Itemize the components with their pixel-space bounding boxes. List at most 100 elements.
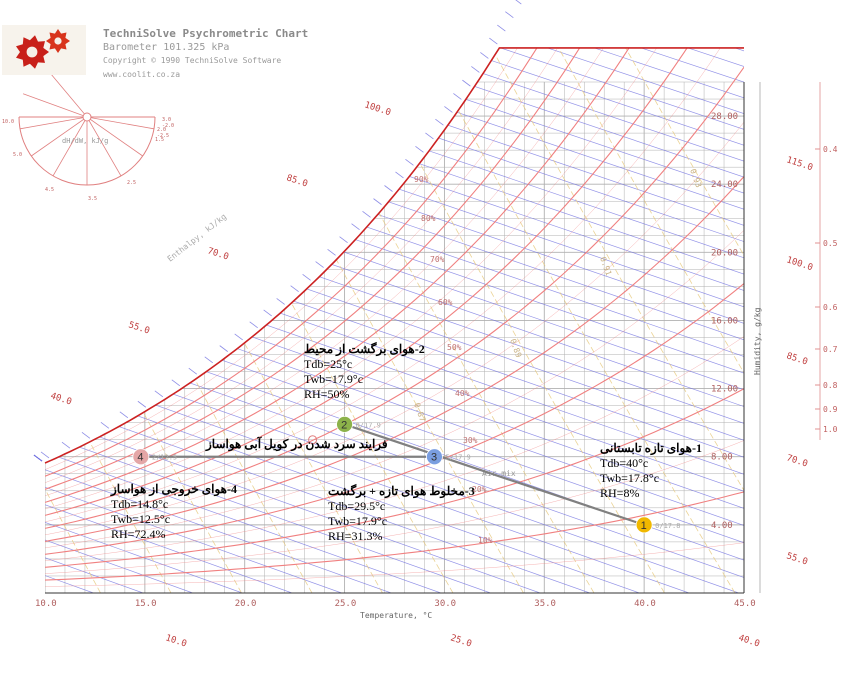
state-3-label: 3-مخلوط هوای تازه + برگشت Tdb=29.5°c Twb… <box>328 484 475 544</box>
wetbulb-line <box>45 47 739 593</box>
enthalpy-tick <box>249 321 258 329</box>
rh-label: 40% <box>455 389 470 398</box>
enthalpy-tick <box>453 93 462 100</box>
protractor-tick: 10.0 <box>2 119 14 125</box>
wetbulb-line <box>172 47 744 593</box>
state-point-tag: 0/17.9 <box>356 421 381 429</box>
y-tick-label: 8.00 <box>711 453 733 463</box>
air-mix-label: Air mix <box>482 469 516 478</box>
state-point-tag: 5/17.9 <box>445 454 470 462</box>
wetbulb-line <box>266 47 744 593</box>
rh-curve <box>45 47 744 516</box>
rh-curve <box>45 176 744 542</box>
enthalpy-tick <box>351 223 360 231</box>
chart-title: TechniSolve Psychrometric Chart <box>103 27 309 40</box>
specvol-label: 0.91 <box>598 256 613 277</box>
enthalpy-tick <box>119 411 129 419</box>
wetbulb-line <box>45 47 640 593</box>
enthalpy-tick-label: 40.0 <box>49 391 73 407</box>
enthalpy-tick-label: 70.0 <box>785 453 809 469</box>
enthalpy-tick <box>505 11 514 18</box>
enthalpy-tick-label: 85.0 <box>785 351 809 367</box>
rh-curve-minor <box>45 47 744 470</box>
barometer-text: Barometer 101.325 kPa <box>103 42 230 53</box>
x-tick-label: 25.0 <box>335 599 357 609</box>
cooling-process-label: فرایند سرد شدن در کویل آبی هواساز <box>206 437 388 451</box>
enthalpy-tick <box>276 298 285 305</box>
x-tick-label: 15.0 <box>135 599 157 609</box>
wetbulb-line <box>45 47 744 593</box>
state-4-twb: Twb=12.5°c <box>111 512 171 526</box>
gear-large-icon-hub <box>26 46 38 58</box>
enthalpy-tick-label: 85.0 <box>285 173 309 189</box>
enthalpy-tick <box>480 52 489 59</box>
ratio-tick-label: 0.6 <box>823 303 838 312</box>
specvol-line <box>0 48 30 593</box>
y-tick-label: 16.00 <box>711 316 738 326</box>
website-text: www.coolit.co.za <box>103 70 181 79</box>
protractor-ray <box>22 93 88 118</box>
dehum-point <box>308 435 318 445</box>
state-2-tdb: Tdb=25°c <box>304 357 353 371</box>
enthalpy-tick <box>290 285 299 293</box>
state-3-name: 3-مخلوط هوای تازه + برگشت <box>328 484 475 498</box>
y-axis-title: Humidity, g/kg <box>753 307 762 375</box>
enthalpy-tick <box>327 249 336 256</box>
enthalpy-tick <box>61 441 71 449</box>
ratio-tick-label: 0.9 <box>823 405 838 414</box>
wetbulb-line <box>453 47 744 593</box>
enthalpy-tick <box>81 431 91 439</box>
enthalpy-tick-label: 25.0 <box>449 633 473 649</box>
gear-small-icon-hub <box>54 37 62 45</box>
specvol-label: 0.87 <box>412 402 427 423</box>
specvol-line <box>45 47 172 593</box>
wetbulb-line <box>45 47 744 593</box>
chart-labels: 10.0 15.0 20.0 25.0 30.0 35.0 40.0 45.0 4.00 8.00… <box>35 100 838 649</box>
rh-curve-minor <box>45 542 744 587</box>
enthalpy-tick-label: 40.0 <box>737 633 761 649</box>
y-tick-label: 20.00 <box>711 248 738 258</box>
specvol-line <box>222 47 524 593</box>
enthalpy-tick <box>263 309 272 317</box>
process-lines <box>140 423 645 526</box>
protractor-tick: 4.5 <box>45 187 54 193</box>
wetbulb-line <box>45 47 744 593</box>
state-point-3 <box>426 448 443 466</box>
saturation-curve <box>44 47 744 464</box>
rh-label: 70% <box>430 255 445 264</box>
wetbulb-line <box>45 47 744 593</box>
wetbulb-line <box>45 47 744 593</box>
protractor-ray <box>31 116 88 157</box>
protractor-center <box>82 112 92 122</box>
enthalpy-tick <box>315 261 324 268</box>
wetbulb-line <box>45 47 690 593</box>
y-tick-label: 24.00 <box>711 180 738 190</box>
wetbulb-line <box>45 47 441 593</box>
enthalpy-tick <box>497 24 506 32</box>
rh-curve <box>45 388 744 568</box>
ratio-tick-label: 0.7 <box>823 345 838 354</box>
enthalpy-tick <box>405 158 414 166</box>
x-axis-title: Temperature, °C <box>360 611 432 620</box>
enthalpy-tick <box>395 171 404 179</box>
rh-curve-minor <box>45 47 744 523</box>
rh-label: 60% <box>438 298 453 307</box>
rh-label: 20% <box>472 485 487 494</box>
rh-label: 80% <box>421 214 436 223</box>
protractor-tick: 2.0 <box>157 127 166 133</box>
wetbulb-line <box>45 47 541 593</box>
enthalpy-tick <box>489 37 498 45</box>
state-2-rh: RH=50% <box>304 387 350 401</box>
mix-line <box>344 423 645 526</box>
x-tick-label: 35.0 <box>534 599 556 609</box>
y-tick-label: 4.00 <box>711 521 733 531</box>
state-point-number: 4 <box>137 452 143 464</box>
wetbulb-line <box>360 47 744 593</box>
enthalpy-protractor: dH/dW, kJ/g 10.0 5.0 4.5 3.5 2.5 1.5 2.0 3.0-2.0… <box>2 64 174 202</box>
enthalpy-tick-label: 55.0 <box>785 551 809 567</box>
state-4-name: 4-هوای خروجی از هواساز <box>111 482 237 496</box>
protractor-ray <box>52 116 88 177</box>
x-tick-label: 45.0 <box>734 599 756 609</box>
enthalpy-tick <box>234 333 243 341</box>
